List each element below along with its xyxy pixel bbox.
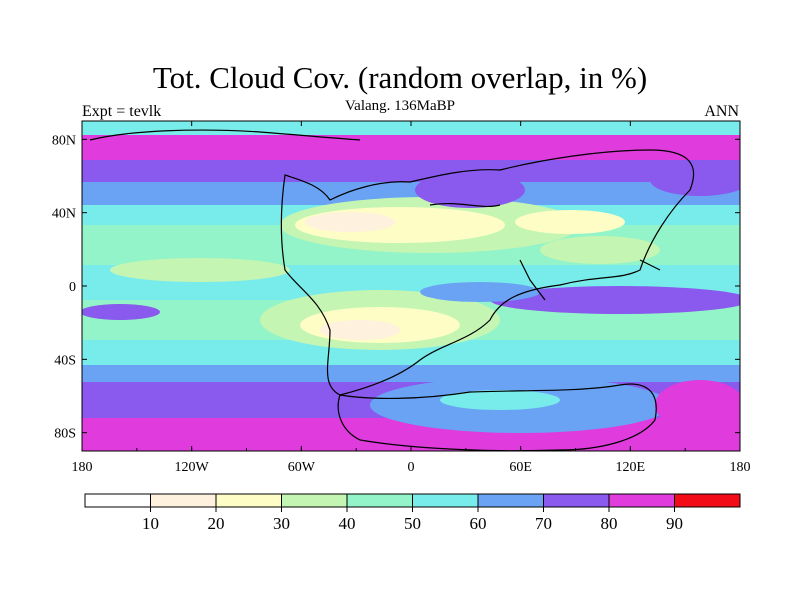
plot-subtitle: Valang. 136MaBP — [345, 98, 455, 114]
colorbar-label: 30 — [273, 514, 290, 533]
cloud-cover-field — [82, 121, 740, 451]
lat-tick-label: 40S — [54, 353, 76, 368]
colorbar-label: 80 — [601, 514, 618, 533]
lon-tick-label: 180 — [72, 460, 93, 475]
colorbar-label: 60 — [470, 514, 487, 533]
colorbar-swatch — [674, 493, 741, 508]
lon-tick-label: 120W — [175, 460, 210, 475]
colorbar-swatch — [412, 493, 479, 508]
lat-tick-label: 80N — [52, 133, 76, 148]
colorbar-label: 20 — [208, 514, 225, 533]
lon-tick-label: 60E — [509, 460, 532, 475]
lon-tick-label: 180 — [730, 460, 751, 475]
experiment-label: Expt = tevlk — [82, 103, 162, 120]
lon-tick-label: 60W — [288, 460, 316, 475]
colorbar-swatch — [346, 493, 413, 508]
plot-title: Tot. Cloud Cov. (random overlap, in %) — [152, 60, 648, 95]
colorbar-swatch — [477, 493, 544, 508]
tethys-coast-outline — [429, 202, 501, 208]
season-label: ANN — [704, 103, 739, 120]
longitude-axis: 180 120W 60W 0 60E 120E 180 — [72, 121, 751, 475]
colorbar-swatch — [150, 493, 217, 508]
colorbar: 10 20 30 40 50 60 70 80 90 — [84, 493, 741, 533]
colorbar-swatch — [215, 493, 282, 508]
continent-outlines — [89, 129, 695, 451]
colorbar-swatch — [281, 493, 348, 508]
lon-tick-label: 120E — [616, 460, 646, 475]
island-chains — [519, 259, 661, 301]
colorbar-label: 50 — [404, 514, 421, 533]
colorbar-swatch — [543, 493, 610, 508]
colorbar-label: 40 — [339, 514, 356, 533]
lat-tick-label: 0 — [69, 280, 76, 295]
arctic-coast-outline — [89, 129, 361, 141]
lon-tick-label: 0 — [408, 460, 415, 475]
pangea-outline — [280, 149, 695, 396]
latitude-axis: 80N 40N 0 40S 80S — [52, 133, 740, 442]
colorbar-label: 10 — [142, 514, 159, 533]
lat-tick-label: 80S — [54, 427, 76, 442]
lat-tick-label: 40N — [52, 207, 76, 222]
colorbar-label: 70 — [535, 514, 552, 533]
southern-landmass-outline — [337, 383, 657, 451]
colorbar-swatch — [84, 493, 151, 508]
colorbar-label: 90 — [666, 514, 683, 533]
colorbar-swatch — [608, 493, 675, 508]
